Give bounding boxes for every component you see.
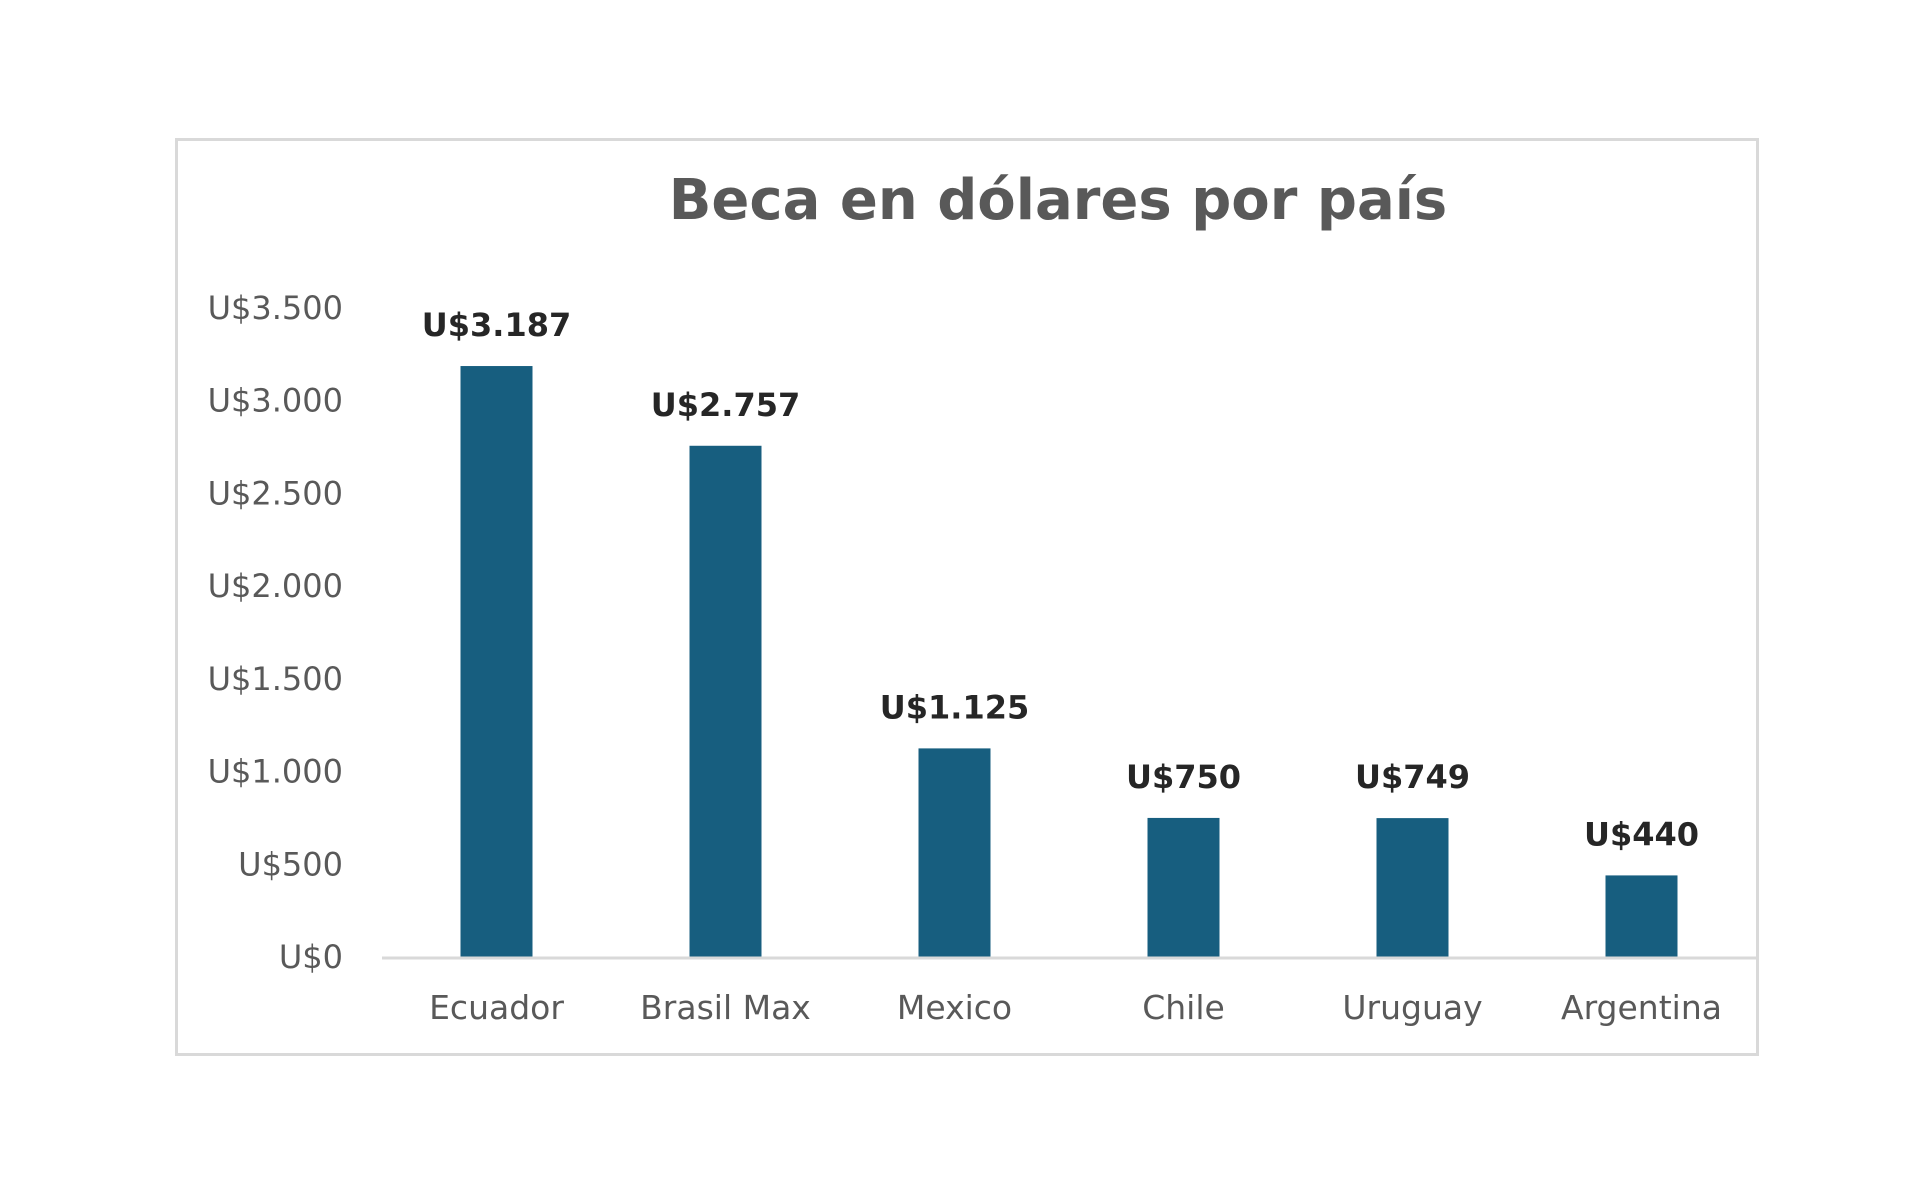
data-label: U$3.187 bbox=[422, 306, 571, 344]
y-tick-label: U$0 bbox=[279, 938, 343, 976]
y-tick-label: U$500 bbox=[238, 845, 343, 883]
bar-chile bbox=[1147, 817, 1220, 957]
chart-title: Beca en dólares por país bbox=[669, 168, 1448, 233]
bar-uruguay bbox=[1376, 818, 1449, 957]
x-tick-label: Brasil Max bbox=[640, 988, 811, 1027]
data-label: U$1.125 bbox=[880, 688, 1029, 726]
bars bbox=[460, 366, 1678, 957]
bar-mexico bbox=[918, 748, 991, 957]
y-tick-label: U$3.500 bbox=[208, 289, 343, 327]
data-label: U$2.757 bbox=[651, 386, 800, 424]
bar-argentina bbox=[1605, 875, 1678, 957]
bar-ecuador bbox=[460, 366, 533, 957]
x-axis: Ecuador Brasil Max Mexico Chile Uruguay Argen… bbox=[382, 956, 1756, 1027]
x-tick-label: Chile bbox=[1142, 988, 1225, 1027]
data-label: U$750 bbox=[1126, 758, 1241, 796]
x-tick-label: Uruguay bbox=[1342, 988, 1482, 1027]
chart-area: Beca en dólares por país U$0 U$500 U$1.000… bbox=[175, 138, 1759, 1056]
y-tick-label: U$1.500 bbox=[208, 660, 343, 698]
y-tick-label: U$2.500 bbox=[208, 474, 343, 512]
data-label: U$749 bbox=[1355, 758, 1470, 796]
bar-brasil-max bbox=[689, 445, 762, 957]
x-tick-label: Mexico bbox=[897, 988, 1012, 1027]
data-label: U$440 bbox=[1584, 815, 1699, 853]
x-tick-label: Ecuador bbox=[429, 988, 564, 1027]
data-labels: U$3.187 U$2.757 U$1.125 U$750 U$749 U$440 bbox=[422, 306, 1699, 853]
y-axis: U$0 U$500 U$1.000 U$1.500 U$2.000 U$2.500 U$3.… bbox=[208, 289, 343, 976]
y-tick-label: U$3.000 bbox=[208, 382, 343, 420]
y-tick-label: U$2.000 bbox=[208, 567, 343, 605]
bar-chart: Beca en dólares por país U$0 U$500 U$1.000… bbox=[208, 168, 1756, 1027]
x-tick-label: Argentina bbox=[1561, 988, 1722, 1027]
y-tick-label: U$1.000 bbox=[208, 753, 343, 791]
